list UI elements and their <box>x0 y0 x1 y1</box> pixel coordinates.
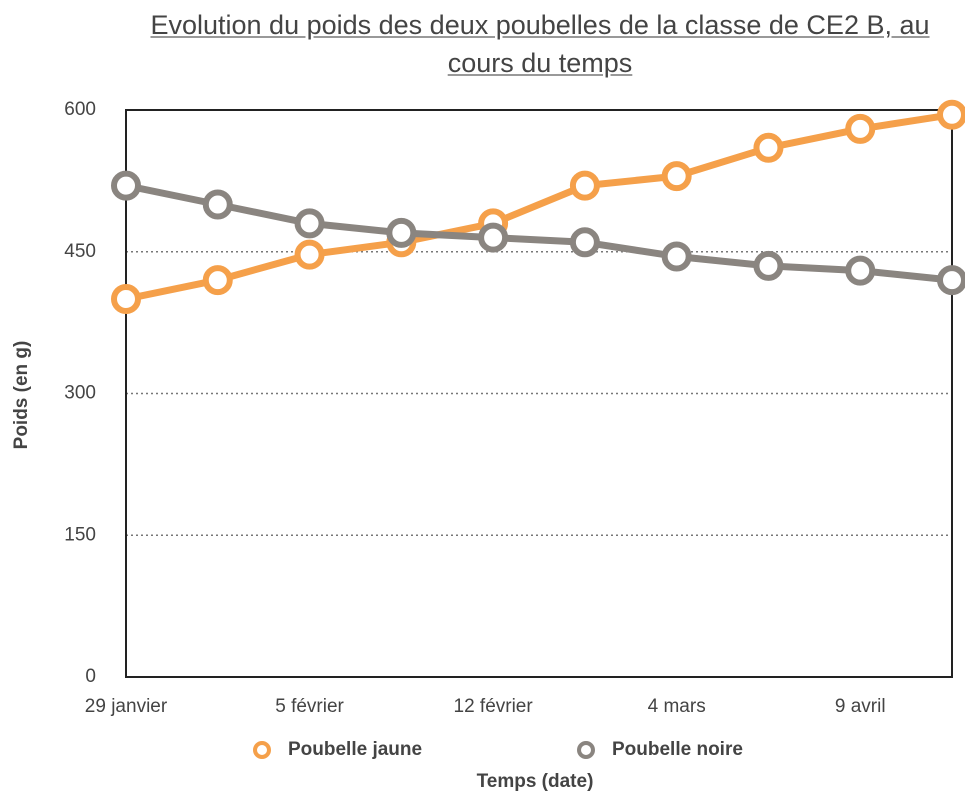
chart-title: Evolution du poids des deux poubelles de… <box>150 10 930 78</box>
x-axis-label: Temps (date) <box>477 771 594 792</box>
data-point <box>111 170 141 201</box>
data-point <box>569 227 600 258</box>
y-axis-label: Poids (en g) <box>11 341 32 450</box>
legend-marker <box>577 741 595 759</box>
data-point <box>294 208 325 239</box>
data-point <box>845 255 876 286</box>
data-point <box>753 250 784 281</box>
data-point <box>202 265 233 296</box>
data-point <box>294 239 325 270</box>
x-tick-label: 29 janvier <box>85 696 168 717</box>
series-line <box>125 111 953 303</box>
x-tick-label: 4 mars <box>648 696 706 717</box>
legend-marker <box>253 741 271 759</box>
legend-label: Poubelle jaune <box>288 739 422 760</box>
data-point <box>937 99 965 130</box>
data-point <box>661 241 692 272</box>
data-point <box>478 222 509 253</box>
y-tick-label: 600 <box>64 99 96 120</box>
data-point <box>661 161 692 192</box>
data-point <box>753 132 784 163</box>
y-tick-label: 150 <box>64 524 96 545</box>
series-line <box>125 182 953 284</box>
x-tick-label: 5 février <box>275 696 344 717</box>
data-point <box>937 265 965 296</box>
y-tick-label: 300 <box>64 383 96 404</box>
x-tick-label: 9 avril <box>835 696 886 717</box>
y-tick-label: 0 <box>85 666 96 687</box>
data-point <box>202 189 233 220</box>
legend-label: Poubelle noire <box>612 739 743 760</box>
data-point <box>386 217 417 248</box>
data-point <box>569 170 600 201</box>
y-tick-label: 450 <box>64 241 96 262</box>
x-tick-label: 12 février <box>454 696 534 717</box>
plot-frame <box>125 109 953 678</box>
data-point <box>111 284 141 314</box>
data-point <box>845 113 876 144</box>
